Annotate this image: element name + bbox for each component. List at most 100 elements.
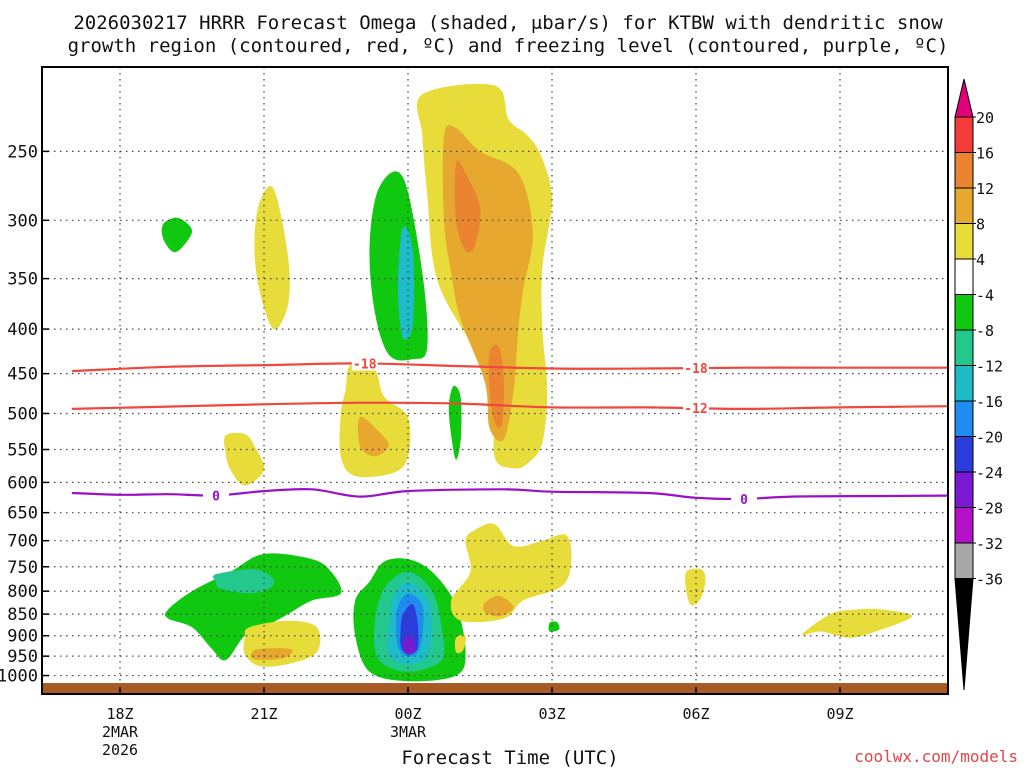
y-tick-label-750: 750	[7, 558, 38, 578]
omega-region-22	[450, 523, 572, 623]
omega-region-15	[251, 648, 293, 660]
colorbar-box-4	[954, 223, 974, 260]
colorbar-label-2: 12	[976, 180, 994, 198]
colorbar-label-7: -12	[976, 358, 1003, 376]
contour-label--12C-0: -12	[684, 402, 707, 417]
contour-label-bg--12C-0	[683, 401, 709, 416]
colorbar-box-2	[954, 152, 974, 189]
colorbar-label-1: 16	[976, 145, 994, 163]
y-axis: 2503003504004505005506006507007508008509…	[0, 142, 49, 687]
y-tick-label-350: 350	[7, 270, 38, 290]
colorbar-box-12	[954, 507, 974, 544]
colorbar-label-0: 20	[976, 109, 994, 127]
terrain-fill	[42, 683, 948, 694]
omega-region-13	[212, 569, 275, 594]
colorbar-bottom-arrow	[954, 578, 974, 691]
credit-text: coolwx.com/models	[854, 747, 1018, 766]
x-tick-date-18Z: 2MAR	[102, 723, 139, 741]
grid-lines	[42, 67, 948, 694]
omega-region-21	[403, 636, 416, 655]
colorbar-box-9	[954, 400, 974, 437]
x-tick-label-03Z: 03Z	[538, 705, 565, 723]
y-tick-label-300: 300	[7, 211, 38, 231]
omega-shading	[161, 83, 913, 682]
colorbar-label-3: 8	[976, 216, 985, 234]
colorbar-box-8	[954, 365, 974, 402]
x-tick-label-09Z: 09Z	[826, 705, 853, 723]
y-tick-label-800: 800	[7, 582, 38, 602]
colorbar-label-8: -16	[976, 393, 1003, 411]
omega-region-7	[488, 344, 505, 428]
y-tick-label-950: 950	[7, 647, 38, 667]
colorbar-top-arrow	[954, 78, 974, 118]
contour-label-bg-0C-1	[731, 492, 757, 507]
y-tick-label-500: 500	[7, 404, 38, 424]
x-axis-label: Forecast Time (UTC)	[401, 747, 618, 768]
colorbar-label-13: -36	[976, 571, 1003, 589]
colorbar-label-11: -28	[976, 500, 1003, 518]
y-tick-label-1000: 1000	[0, 667, 38, 687]
y-tick-label-850: 850	[7, 605, 38, 625]
contour-label-0C-1: 0	[740, 493, 748, 508]
omega-region-10	[357, 416, 389, 457]
isotherm--18C	[71, 362, 948, 373]
y-tick-label-450: 450	[7, 365, 38, 385]
colorbar-legend: 20 16 12 8 4 -4 -8 -12 -16 -20 -24 -28 -32 -36	[954, 78, 1003, 691]
y-tick-label-550: 550	[7, 441, 38, 461]
omega-region-0	[161, 217, 193, 253]
colorbar-box-6	[954, 294, 974, 331]
colorbar-box-7	[954, 329, 974, 366]
colorbar-box-3	[954, 187, 974, 224]
omega-region-2	[397, 226, 414, 340]
plot-area: -18 -18 -12 0 0	[41, 66, 949, 695]
colorbar-box-10	[954, 436, 974, 473]
omega-region-24	[454, 634, 466, 654]
plot-frame	[41, 66, 949, 695]
y-tick-label-700: 700	[7, 532, 38, 552]
omega-region-8	[254, 186, 290, 330]
temperature-contours: -18 -18 -12 0 0	[71, 356, 948, 508]
chart-title-line2: growth region (contoured, red, ºC) and f…	[68, 35, 949, 57]
omega-region-25	[548, 621, 560, 632]
x-tick-label-18Z: 18Z	[106, 705, 133, 723]
y-tick-label-250: 250	[7, 142, 38, 162]
colorbar-label-5: -4	[976, 287, 994, 305]
y-tick-label-600: 600	[7, 473, 38, 493]
terrain	[42, 683, 948, 694]
contour-label--18C-1: -18	[684, 362, 708, 377]
colorbar-box-5	[954, 258, 974, 295]
colorbar-label-9: -20	[976, 429, 1003, 447]
x-tick-label-00Z: 00Z	[394, 705, 421, 723]
x-tick-label-06Z: 06Z	[682, 705, 709, 723]
isotherm--12C	[71, 401, 948, 411]
omega-region-11	[223, 432, 265, 486]
colorbar-label-6: -8	[976, 322, 994, 340]
omega-region-6	[454, 160, 481, 253]
omega-region-27	[801, 608, 913, 638]
isotherm-0C	[71, 487, 948, 501]
colorbar-box-11	[954, 471, 974, 508]
y-tick-label-400: 400	[7, 320, 38, 340]
contour-label-0C-0: 0	[212, 489, 220, 504]
colorbar-label-12: -32	[976, 535, 1003, 553]
colorbar-box-1	[954, 116, 974, 153]
contour-label-bg--18C-0	[351, 356, 378, 371]
y-tick-label-650: 650	[7, 504, 38, 524]
x-tick-label-21Z: 21Z	[250, 705, 277, 723]
contour-label-bg--18C-1	[683, 361, 709, 376]
y-tick-label-900: 900	[7, 627, 38, 647]
omega-region-9	[339, 363, 411, 478]
colorbar-label-10: -24	[976, 464, 1003, 482]
chart-title-line1: 2026030217 HRRR Forecast Omega (shaded, …	[73, 12, 943, 34]
contour-label--18C-0: -18	[353, 358, 377, 373]
contour-label-bg-0C-0	[203, 488, 229, 503]
omega-region-26	[685, 568, 706, 606]
omega-region-23	[483, 595, 514, 617]
colorbar-box-13	[954, 542, 974, 579]
colorbar-label-4: 4	[976, 251, 985, 269]
omega-region-12	[165, 553, 342, 661]
x-tick-date-00Z: 3MAR	[390, 723, 427, 741]
x-tick-year-18Z: 2026	[102, 741, 138, 759]
